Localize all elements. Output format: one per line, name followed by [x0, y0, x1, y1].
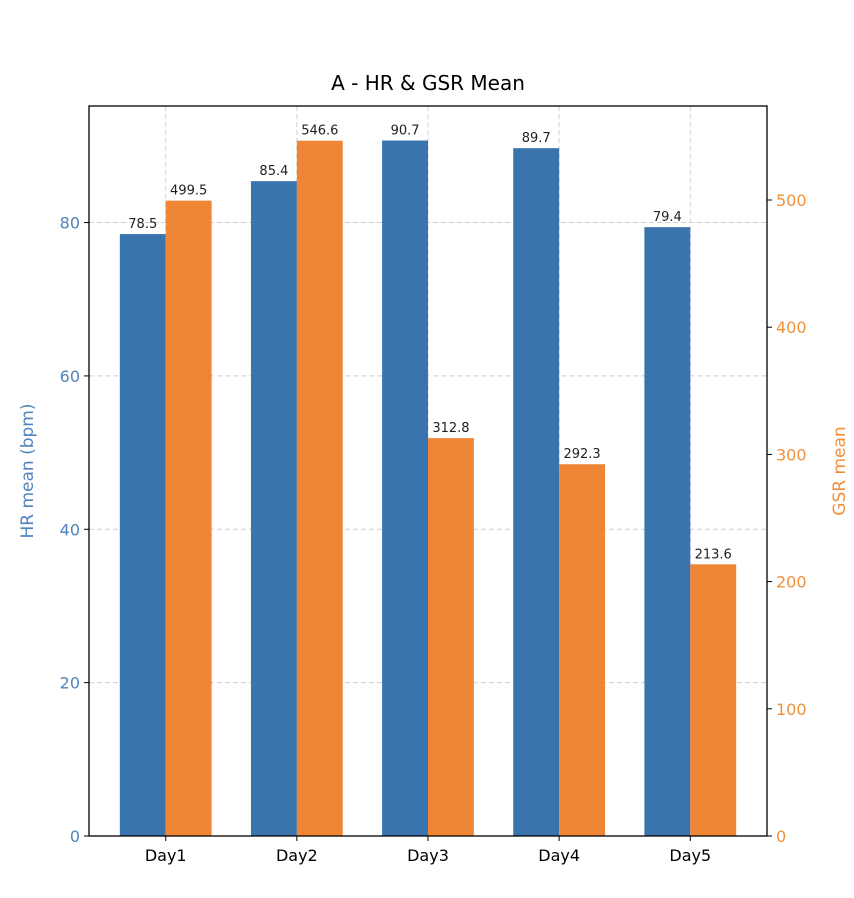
gsr-value-label: 213.6: [695, 547, 732, 562]
axes: 0 20 40 60 80 0 100 200 300 400 500 Day1 Day2 Day3 Day…: [60, 191, 807, 865]
gsr-value-label: 312.8: [432, 421, 469, 436]
hr-value-label: 85.4: [259, 164, 288, 179]
y-tick-label-left: 0: [70, 827, 80, 846]
y-tick-label-left: 20: [60, 674, 80, 693]
y-tick-label-left: 60: [60, 367, 80, 386]
y-tick-label-right: 100: [776, 700, 807, 719]
y-tick-label-right: 500: [776, 191, 807, 210]
gsr-bar-day5: [690, 564, 737, 836]
hr-value-label: 79.4: [653, 210, 682, 225]
chart-title: A - HR & GSR Mean: [331, 71, 525, 95]
gsr-bar-day4: [559, 464, 606, 836]
x-tick-label: Day4: [538, 846, 580, 865]
y-tick-label-left: 40: [60, 520, 80, 539]
y-tick-label-right: 200: [776, 573, 807, 592]
y-tick-label-right: 300: [776, 445, 807, 464]
gsr-value-label: 292.3: [563, 447, 600, 462]
hr-bar-day3: [382, 140, 428, 837]
hr-bar-day2: [250, 181, 297, 836]
x-tick-label: Day2: [276, 846, 318, 865]
gsr-bar-day2: [296, 140, 343, 836]
bars: [119, 140, 737, 837]
hr-value-label: 89.7: [522, 131, 551, 146]
x-tick-label: Day3: [407, 846, 449, 865]
gsr-value-label: 499.5: [170, 184, 207, 199]
x-tick-label: Day1: [145, 846, 187, 865]
y-axis-label-right: GSR mean: [830, 426, 850, 515]
y-tick-label-right: 400: [776, 318, 807, 337]
gsr-bar-day1: [165, 200, 212, 836]
gsr-value-label: 546.6: [301, 124, 338, 139]
hr-bar-day1: [119, 234, 166, 837]
hr-bar-day4: [513, 148, 560, 836]
hr-value-label: 90.7: [391, 124, 420, 139]
x-tick-label: Day5: [669, 846, 711, 865]
y-tick-label-right: 0: [776, 827, 786, 846]
hr-value-label: 78.5: [128, 217, 157, 232]
y-tick-label-left: 80: [60, 214, 80, 233]
gsr-bar-day3: [428, 438, 474, 836]
data-labels: 78.5 499.5 85.4 546.6 90.7 312.8 89.7 292.3 79.4…: [128, 124, 732, 563]
y-axis-label-left: HR mean (bpm): [18, 403, 38, 538]
hr-bar-day5: [644, 227, 691, 836]
